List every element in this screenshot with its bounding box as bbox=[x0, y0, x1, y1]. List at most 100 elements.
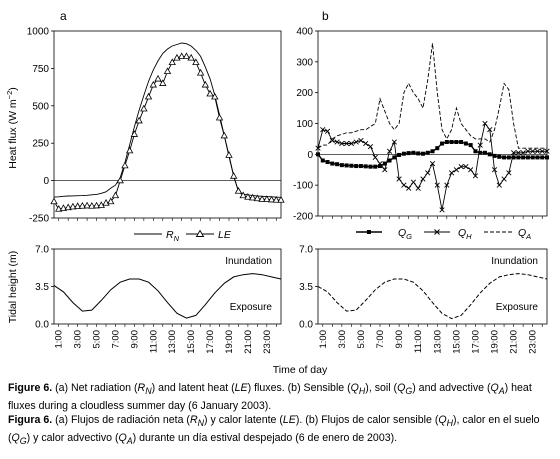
panel-label-b: b bbox=[322, 9, 329, 23]
point-a-heat-le-45 bbox=[263, 195, 271, 202]
x-tick-label-b-tide-11: 23:00 bbox=[528, 330, 539, 354]
point-b-heat-qh-14 bbox=[382, 167, 388, 173]
point-b-heat-qg-25 bbox=[435, 146, 440, 151]
inundation-label-a: Inundation bbox=[225, 256, 272, 267]
point-a-heat-le-12 bbox=[107, 197, 115, 205]
legend-le-text: LE bbox=[218, 229, 232, 241]
plot-border-b-heat bbox=[317, 30, 548, 217]
point-a-heat-le-29 bbox=[187, 53, 195, 61]
point-b-heat-qg-18 bbox=[401, 151, 406, 156]
y-tick-label-a-heat-5: 1000 bbox=[27, 27, 50, 38]
point-a-heat-le-16 bbox=[125, 146, 134, 154]
point-a-heat-le-41 bbox=[244, 193, 252, 200]
x-tick-label-b-tide-2: 5:00 bbox=[356, 330, 367, 349]
point-a-heat-le-44 bbox=[258, 195, 266, 202]
point-b-heat-qg-48 bbox=[545, 155, 549, 160]
inundation-label-b: Inundation bbox=[491, 256, 538, 267]
point-b-heat-qg-9 bbox=[358, 164, 363, 169]
point-b-heat-qg-37 bbox=[492, 153, 497, 158]
point-b-heat-qh-15 bbox=[386, 148, 393, 154]
point-b-heat-qh-32 bbox=[468, 167, 474, 173]
point-b-heat-qg-5 bbox=[339, 163, 344, 168]
point-b-heat-qh-11 bbox=[367, 144, 374, 150]
point-a-heat-le-0 bbox=[50, 197, 58, 205]
point-b-heat-qg-1 bbox=[320, 158, 325, 163]
point-b-heat-qg-20 bbox=[411, 150, 416, 155]
x-tick-label-b-tide-4: 9:00 bbox=[394, 330, 405, 349]
x-tick-label-a-tide-3: 7:00 bbox=[110, 330, 121, 349]
plot-b-heat bbox=[315, 43, 550, 213]
point-b-heat-qg-24 bbox=[430, 149, 435, 154]
point-b-heat-qg-33 bbox=[473, 149, 478, 154]
y-tick-label-b-heat-6: 400 bbox=[296, 27, 313, 38]
point-b-heat-qh-43 bbox=[520, 150, 526, 156]
x-tick-label-b-tide-10: 21:00 bbox=[509, 330, 520, 354]
point-a-heat-le-34 bbox=[211, 92, 219, 100]
point-a-heat-le-38 bbox=[230, 172, 238, 179]
point-b-heat-qg-31 bbox=[463, 141, 468, 146]
point-a-heat-le-32 bbox=[201, 80, 210, 88]
point-a-heat-le-42 bbox=[248, 193, 257, 201]
point-b-heat-qh-18 bbox=[401, 182, 407, 188]
point-a-heat-le-13 bbox=[111, 191, 120, 199]
point-a-heat-le-2 bbox=[59, 204, 68, 211]
point-a-heat-le-18 bbox=[135, 116, 143, 124]
legend-qg-marker bbox=[367, 230, 371, 234]
y-tick-label-b-heat-1: -100 bbox=[293, 181, 313, 192]
x-tick-label-b-tide-6: 13:00 bbox=[432, 330, 443, 354]
point-b-heat-qh-33 bbox=[472, 173, 479, 179]
point-b-heat-qg-12 bbox=[373, 164, 378, 169]
point-b-heat-qg-19 bbox=[406, 151, 411, 156]
x-tick-label-b-tide-3: 7:00 bbox=[375, 330, 386, 349]
series-line-a-heat-le bbox=[53, 55, 281, 210]
point-b-heat-qg-6 bbox=[344, 163, 349, 168]
point-b-heat-qg-44 bbox=[525, 155, 530, 160]
point-b-heat-qh-5 bbox=[339, 140, 345, 147]
point-b-heat-qh-36 bbox=[487, 127, 493, 133]
y-tick-label-a-tide-1: 3.5 bbox=[35, 282, 49, 293]
point-b-heat-qg-35 bbox=[482, 150, 487, 155]
point-b-heat-qh-35 bbox=[482, 120, 488, 127]
point-a-heat-le-7 bbox=[83, 201, 91, 209]
plot-a-heat bbox=[50, 42, 285, 212]
point-b-heat-qg-39 bbox=[502, 155, 507, 160]
point-b-heat-qh-31 bbox=[463, 164, 469, 170]
x-tick-label-b-tide-9: 19:00 bbox=[490, 330, 501, 354]
point-b-heat-qh-37 bbox=[491, 167, 498, 173]
point-b-heat-qh-16 bbox=[391, 139, 397, 145]
point-b-heat-qh-27 bbox=[444, 182, 450, 188]
legend-qa-text: QA bbox=[518, 227, 531, 241]
y-tick-label-b-tide-2: 7.0 bbox=[299, 245, 313, 256]
point-b-heat-qg-36 bbox=[487, 152, 492, 157]
y-tick-label-b-tide-1: 3.5 bbox=[299, 282, 313, 293]
point-b-heat-qh-13 bbox=[377, 160, 383, 167]
point-a-heat-le-39 bbox=[234, 187, 243, 194]
x-tick-labels: 1:00 3:00 5:00 7:00 9:00 11:00 13:00 15:00 17:00… bbox=[54, 330, 539, 354]
point-b-heat-qh-10 bbox=[363, 140, 369, 147]
x-tick-label-a-tide-2: 5:00 bbox=[92, 330, 103, 349]
series-line-a-heat-rn bbox=[53, 42, 282, 198]
point-b-heat-qh-28 bbox=[448, 170, 455, 176]
legend-qh-marker bbox=[434, 229, 440, 235]
point-a-heat-le-35 bbox=[215, 113, 224, 121]
point-b-heat-qh-6 bbox=[344, 140, 350, 147]
point-a-heat-le-4 bbox=[69, 202, 77, 210]
caption-spanish: Figura 6. (a) Flujos de radiación neta (… bbox=[8, 414, 540, 446]
figure-caption: Figure 6. (a) Net radiation (RN) and lat… bbox=[8, 381, 556, 448]
plot-border-a-heat bbox=[53, 30, 282, 219]
point-a-heat-le-20 bbox=[144, 92, 153, 100]
point-b-heat-qh-4 bbox=[334, 139, 340, 145]
y-tick-label-b-heat-5: 300 bbox=[296, 57, 313, 68]
point-b-heat-qh-1 bbox=[320, 127, 326, 133]
x-tick-label-b-tide-1: 3:00 bbox=[337, 330, 348, 349]
point-b-heat-qg-45 bbox=[530, 155, 535, 160]
y-tick-label-a-heat-3: 500 bbox=[32, 101, 49, 112]
point-b-heat-qh-44 bbox=[525, 148, 531, 154]
point-b-heat-qh-25 bbox=[434, 182, 440, 188]
point-b-heat-qg-42 bbox=[516, 155, 521, 160]
point-b-heat-qg-41 bbox=[511, 155, 516, 160]
x-tick-label-a-tide-6: 13:00 bbox=[167, 330, 178, 354]
point-b-heat-qg-0 bbox=[316, 152, 320, 157]
caption-english: Figure 6. (a) Net radiation (RN) and lat… bbox=[8, 382, 532, 412]
x-tick-label-a-tide-10: 21:00 bbox=[243, 330, 254, 354]
